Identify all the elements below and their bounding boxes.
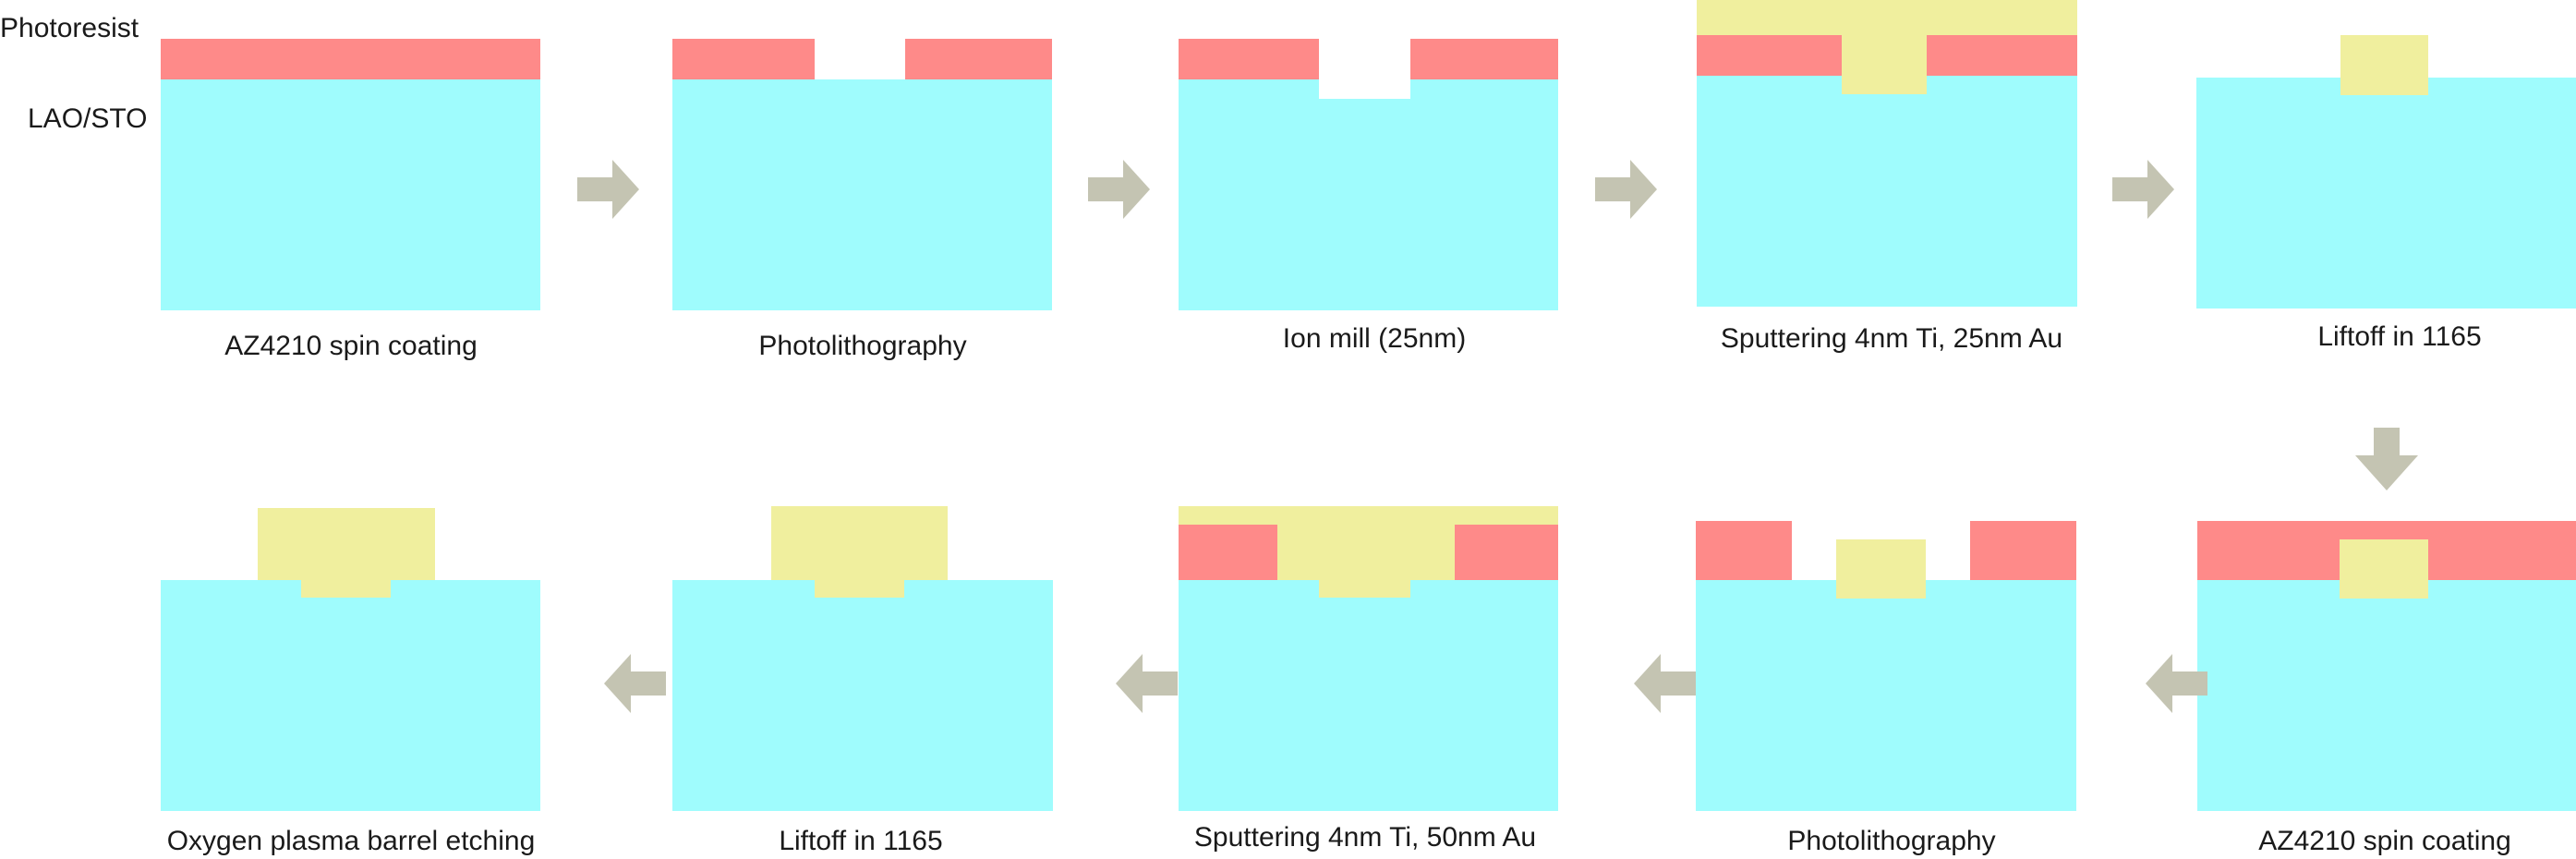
step-1-substrate-layer-1 bbox=[161, 79, 540, 310]
step-6-substrate-layer-1 bbox=[2197, 580, 2576, 811]
step-8-photoresist-layer-3 bbox=[1455, 525, 1558, 580]
step-8-caption: Sputtering 4nm Ti, 50nm Au bbox=[1193, 822, 1537, 853]
step-3-substrate-layer-1 bbox=[1179, 79, 1558, 310]
step-9-caption: Liftoff in 1165 bbox=[779, 826, 943, 856]
step-4-substrate-layer-1 bbox=[1697, 76, 2077, 307]
flow-arrow-left-6 bbox=[2146, 654, 2207, 713]
step-8-metal-layer-6 bbox=[1319, 580, 1410, 598]
step-9-substrate-layer-1 bbox=[672, 580, 1053, 811]
step-8-substrate-layer-1 bbox=[1179, 580, 1558, 811]
step-8-metal-layer-4 bbox=[1179, 506, 1558, 525]
flow-arrow-left-7 bbox=[1634, 654, 1696, 713]
step-7-caption: Photolithography bbox=[1787, 826, 1996, 856]
lao-sto-label: LAO/STO bbox=[28, 103, 148, 134]
step-1-caption: AZ4210 spin coating bbox=[224, 331, 478, 361]
step-3-photoresist-layer-4 bbox=[1410, 39, 1558, 79]
step-2-photoresist-layer-2 bbox=[672, 39, 815, 79]
step-6-metal-layer-3 bbox=[2340, 539, 2428, 599]
flow-arrow-left-9 bbox=[604, 654, 666, 713]
step-2-substrate-layer-1 bbox=[672, 79, 1052, 310]
step-7-photoresist-layer-3 bbox=[1970, 521, 2076, 580]
step-4-metal-layer-4 bbox=[1842, 35, 1927, 94]
step-5-substrate-layer-1 bbox=[2196, 78, 2576, 309]
step-7-photoresist-layer-2 bbox=[1696, 521, 1792, 580]
step-7-metal-layer-4 bbox=[1836, 539, 1926, 599]
step-2-photoresist-layer-3 bbox=[905, 39, 1052, 79]
step-5-metal-layer-2 bbox=[2340, 35, 2428, 95]
step-6-caption: AZ4210 spin coating bbox=[2258, 826, 2511, 856]
step-9-metal-layer-3 bbox=[815, 580, 904, 598]
step-1-photoresist-layer-2 bbox=[161, 39, 540, 79]
step-8-metal-layer-5 bbox=[1277, 525, 1455, 580]
step-10-substrate-layer-1 bbox=[161, 580, 540, 811]
step-10-metal-layer-2 bbox=[258, 508, 435, 580]
step-8-photoresist-layer-2 bbox=[1179, 525, 1277, 580]
flow-arrow-right-4 bbox=[2112, 160, 2174, 219]
flow-arrow-right-2 bbox=[1088, 160, 1150, 219]
step-5-caption: Liftoff in 1165 bbox=[2317, 321, 2482, 352]
photoresist-label: Photoresist bbox=[0, 13, 139, 43]
step-3-ion-mill-trench bbox=[1319, 79, 1410, 99]
step-3-photoresist-layer-3 bbox=[1179, 39, 1319, 79]
step-10-caption: Oxygen plasma barrel etching bbox=[166, 826, 536, 856]
flow-arrow-right-3 bbox=[1595, 160, 1657, 219]
flow-arrow-down-5 bbox=[2355, 428, 2418, 490]
step-7-substrate-layer-1 bbox=[1696, 580, 2076, 811]
step-4-caption: Sputtering 4nm Ti, 25nm Au bbox=[1720, 323, 2063, 354]
step-3-caption: Ion mill (25nm) bbox=[1282, 323, 1467, 354]
step-10-metal-layer-3 bbox=[301, 580, 391, 598]
flow-arrow-left-8 bbox=[1116, 654, 1178, 713]
step-2-caption: Photolithography bbox=[758, 331, 967, 361]
step-9-metal-layer-2 bbox=[771, 506, 948, 580]
step-4-metal-layer-3 bbox=[1697, 0, 2077, 35]
flow-arrow-right-1 bbox=[577, 160, 639, 219]
